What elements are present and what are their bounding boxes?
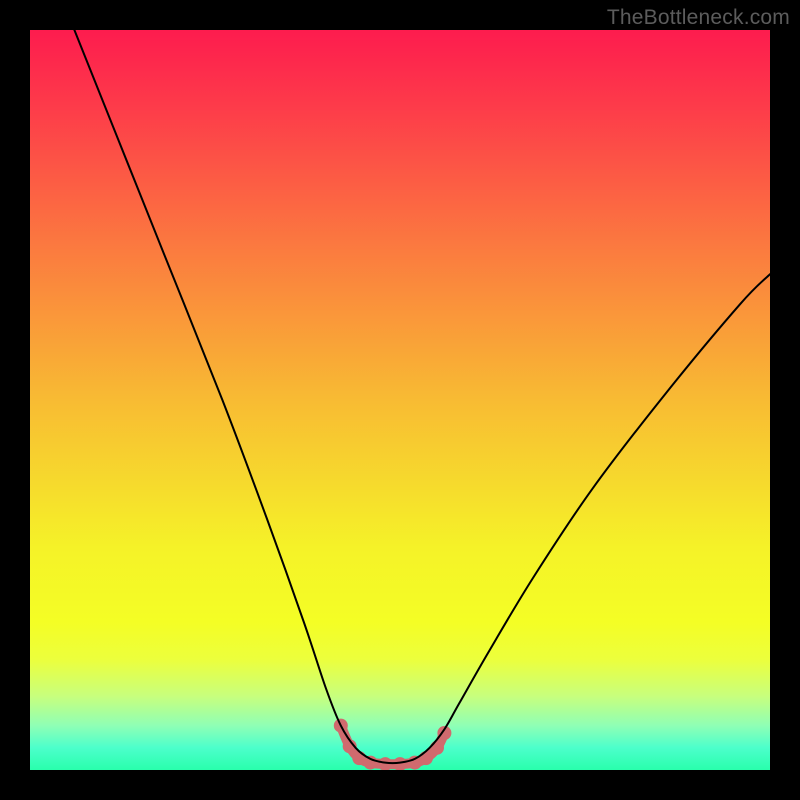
bottom-marker <box>378 757 392 771</box>
chart-stage: TheBottleneck.com <box>0 0 800 800</box>
bottom-marker <box>393 757 407 771</box>
bottom-marker <box>363 756 377 770</box>
watermark-text: TheBottleneck.com <box>607 6 790 30</box>
bottom-marker <box>430 741 444 755</box>
bottleneck-curve-chart <box>0 0 800 800</box>
bottom-marker <box>419 751 433 765</box>
plot-background <box>30 30 770 770</box>
